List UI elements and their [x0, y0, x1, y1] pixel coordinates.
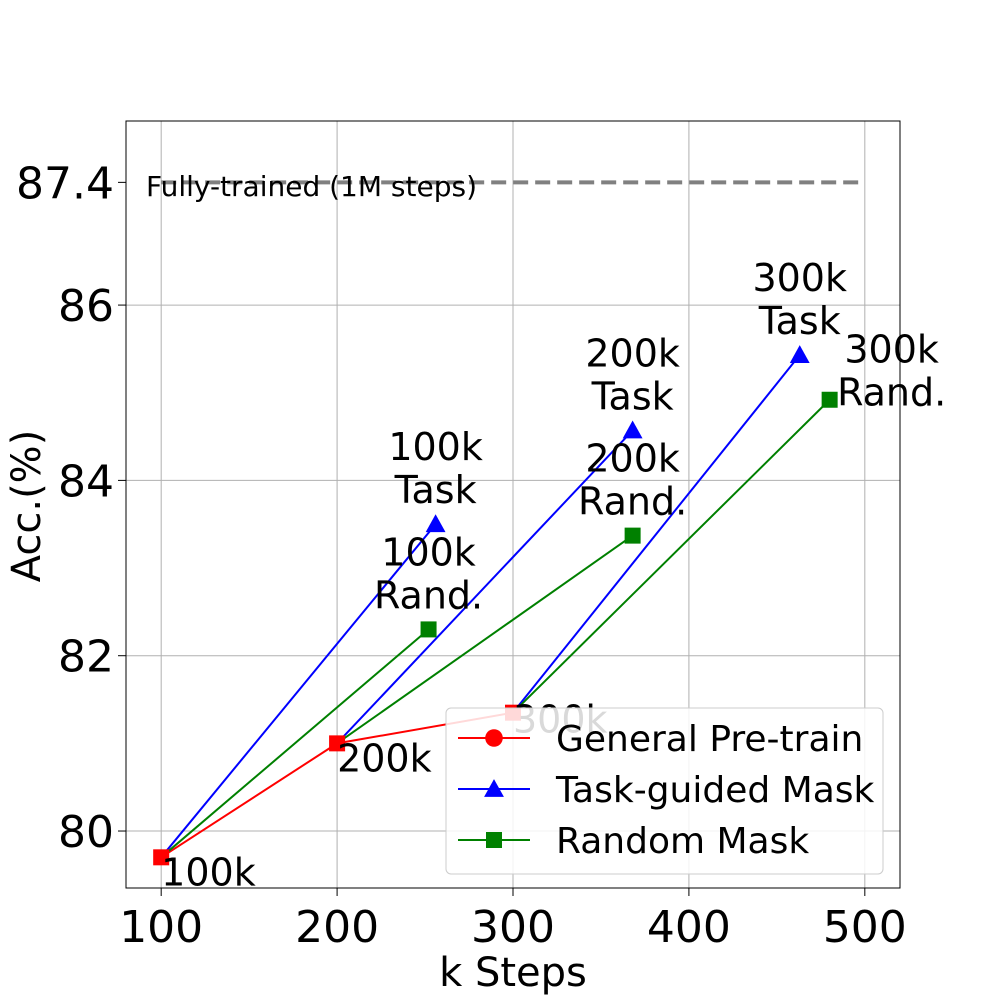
random-marker — [821, 391, 838, 408]
random-marker — [624, 527, 641, 544]
series-line — [512, 354, 801, 714]
y-tick-label: 86 — [58, 281, 114, 332]
legend-marker — [485, 729, 503, 747]
series-line — [336, 534, 634, 745]
series-line — [512, 399, 831, 714]
y-tick-label: 84 — [58, 456, 114, 507]
task-marker — [622, 420, 643, 439]
legend-label: Random Mask — [556, 821, 809, 862]
x-tick-label: 200 — [295, 902, 379, 953]
annotation-line: Rand. — [578, 480, 687, 524]
annotation-line: 300k — [844, 328, 939, 372]
annotation-line: 200k — [337, 736, 432, 780]
annotation-line: 200k — [585, 331, 680, 375]
series-line — [160, 523, 437, 858]
y-tick-label: 82 — [58, 632, 114, 683]
x-tick-label: 100 — [119, 902, 203, 953]
y-axis-ticks: 80 82 84 86 87.4 — [16, 158, 126, 858]
general-marker — [153, 849, 170, 866]
x-axis-label: k Steps — [439, 950, 587, 996]
annotation-line: Rand. — [374, 573, 483, 617]
y-tick-label: 87.4 — [16, 158, 114, 209]
legend-label: General Pre-train — [556, 719, 863, 760]
point-annotation: 200k — [337, 736, 432, 780]
annotation-line: Task — [591, 374, 674, 418]
annotation-line: Task — [394, 468, 477, 512]
marker-group — [153, 345, 838, 866]
x-tick-label: 400 — [647, 902, 731, 953]
annotation-line: Rand. — [837, 371, 946, 415]
legend-box — [445, 707, 884, 875]
point-annotation: 300k Task — [752, 256, 847, 343]
annotation-line: 100k — [388, 425, 483, 469]
annotation-line: 100k — [381, 530, 476, 574]
reference-line-group: Fully-trained (1M steps) — [146, 170, 865, 203]
y-tick-label: 80 — [58, 807, 114, 858]
point-annotation: 200k Rand. — [578, 437, 687, 524]
legend: General Pre-train Task-guided Mask Random … — [445, 707, 884, 875]
point-annotation: 300k Rand. — [837, 328, 946, 415]
x-tick-label: 300 — [471, 902, 555, 953]
series-line — [336, 429, 634, 745]
reference-line-label: Fully-trained (1M steps) — [146, 170, 477, 203]
point-annotation: 100k Task — [388, 425, 483, 512]
point-annotation: 100k Rand. — [374, 530, 483, 617]
y-axis-label: Acc.(%) — [4, 430, 50, 583]
annotation-group: 100k200k300k100kTask200kTask300kTask100k… — [161, 256, 946, 894]
legend-label: Task-guided Mask — [555, 770, 875, 811]
legend-marker — [486, 832, 502, 848]
annotation-line: 300k — [752, 256, 847, 300]
task-marker — [425, 514, 446, 533]
annotation-line: 100k — [161, 850, 256, 894]
task-marker — [789, 345, 810, 363]
legend-marker — [484, 779, 504, 797]
annotation-line: Task — [758, 299, 841, 343]
annotation-line: 200k — [585, 437, 680, 481]
point-annotation: 100k — [161, 850, 256, 894]
point-annotation: 200k Task — [585, 331, 680, 418]
random-marker — [420, 621, 437, 638]
general-marker — [329, 735, 346, 752]
series-line — [160, 628, 430, 859]
x-axis-ticks: 100 200 300 400 500 — [119, 888, 907, 953]
x-tick-label: 500 — [823, 902, 907, 953]
